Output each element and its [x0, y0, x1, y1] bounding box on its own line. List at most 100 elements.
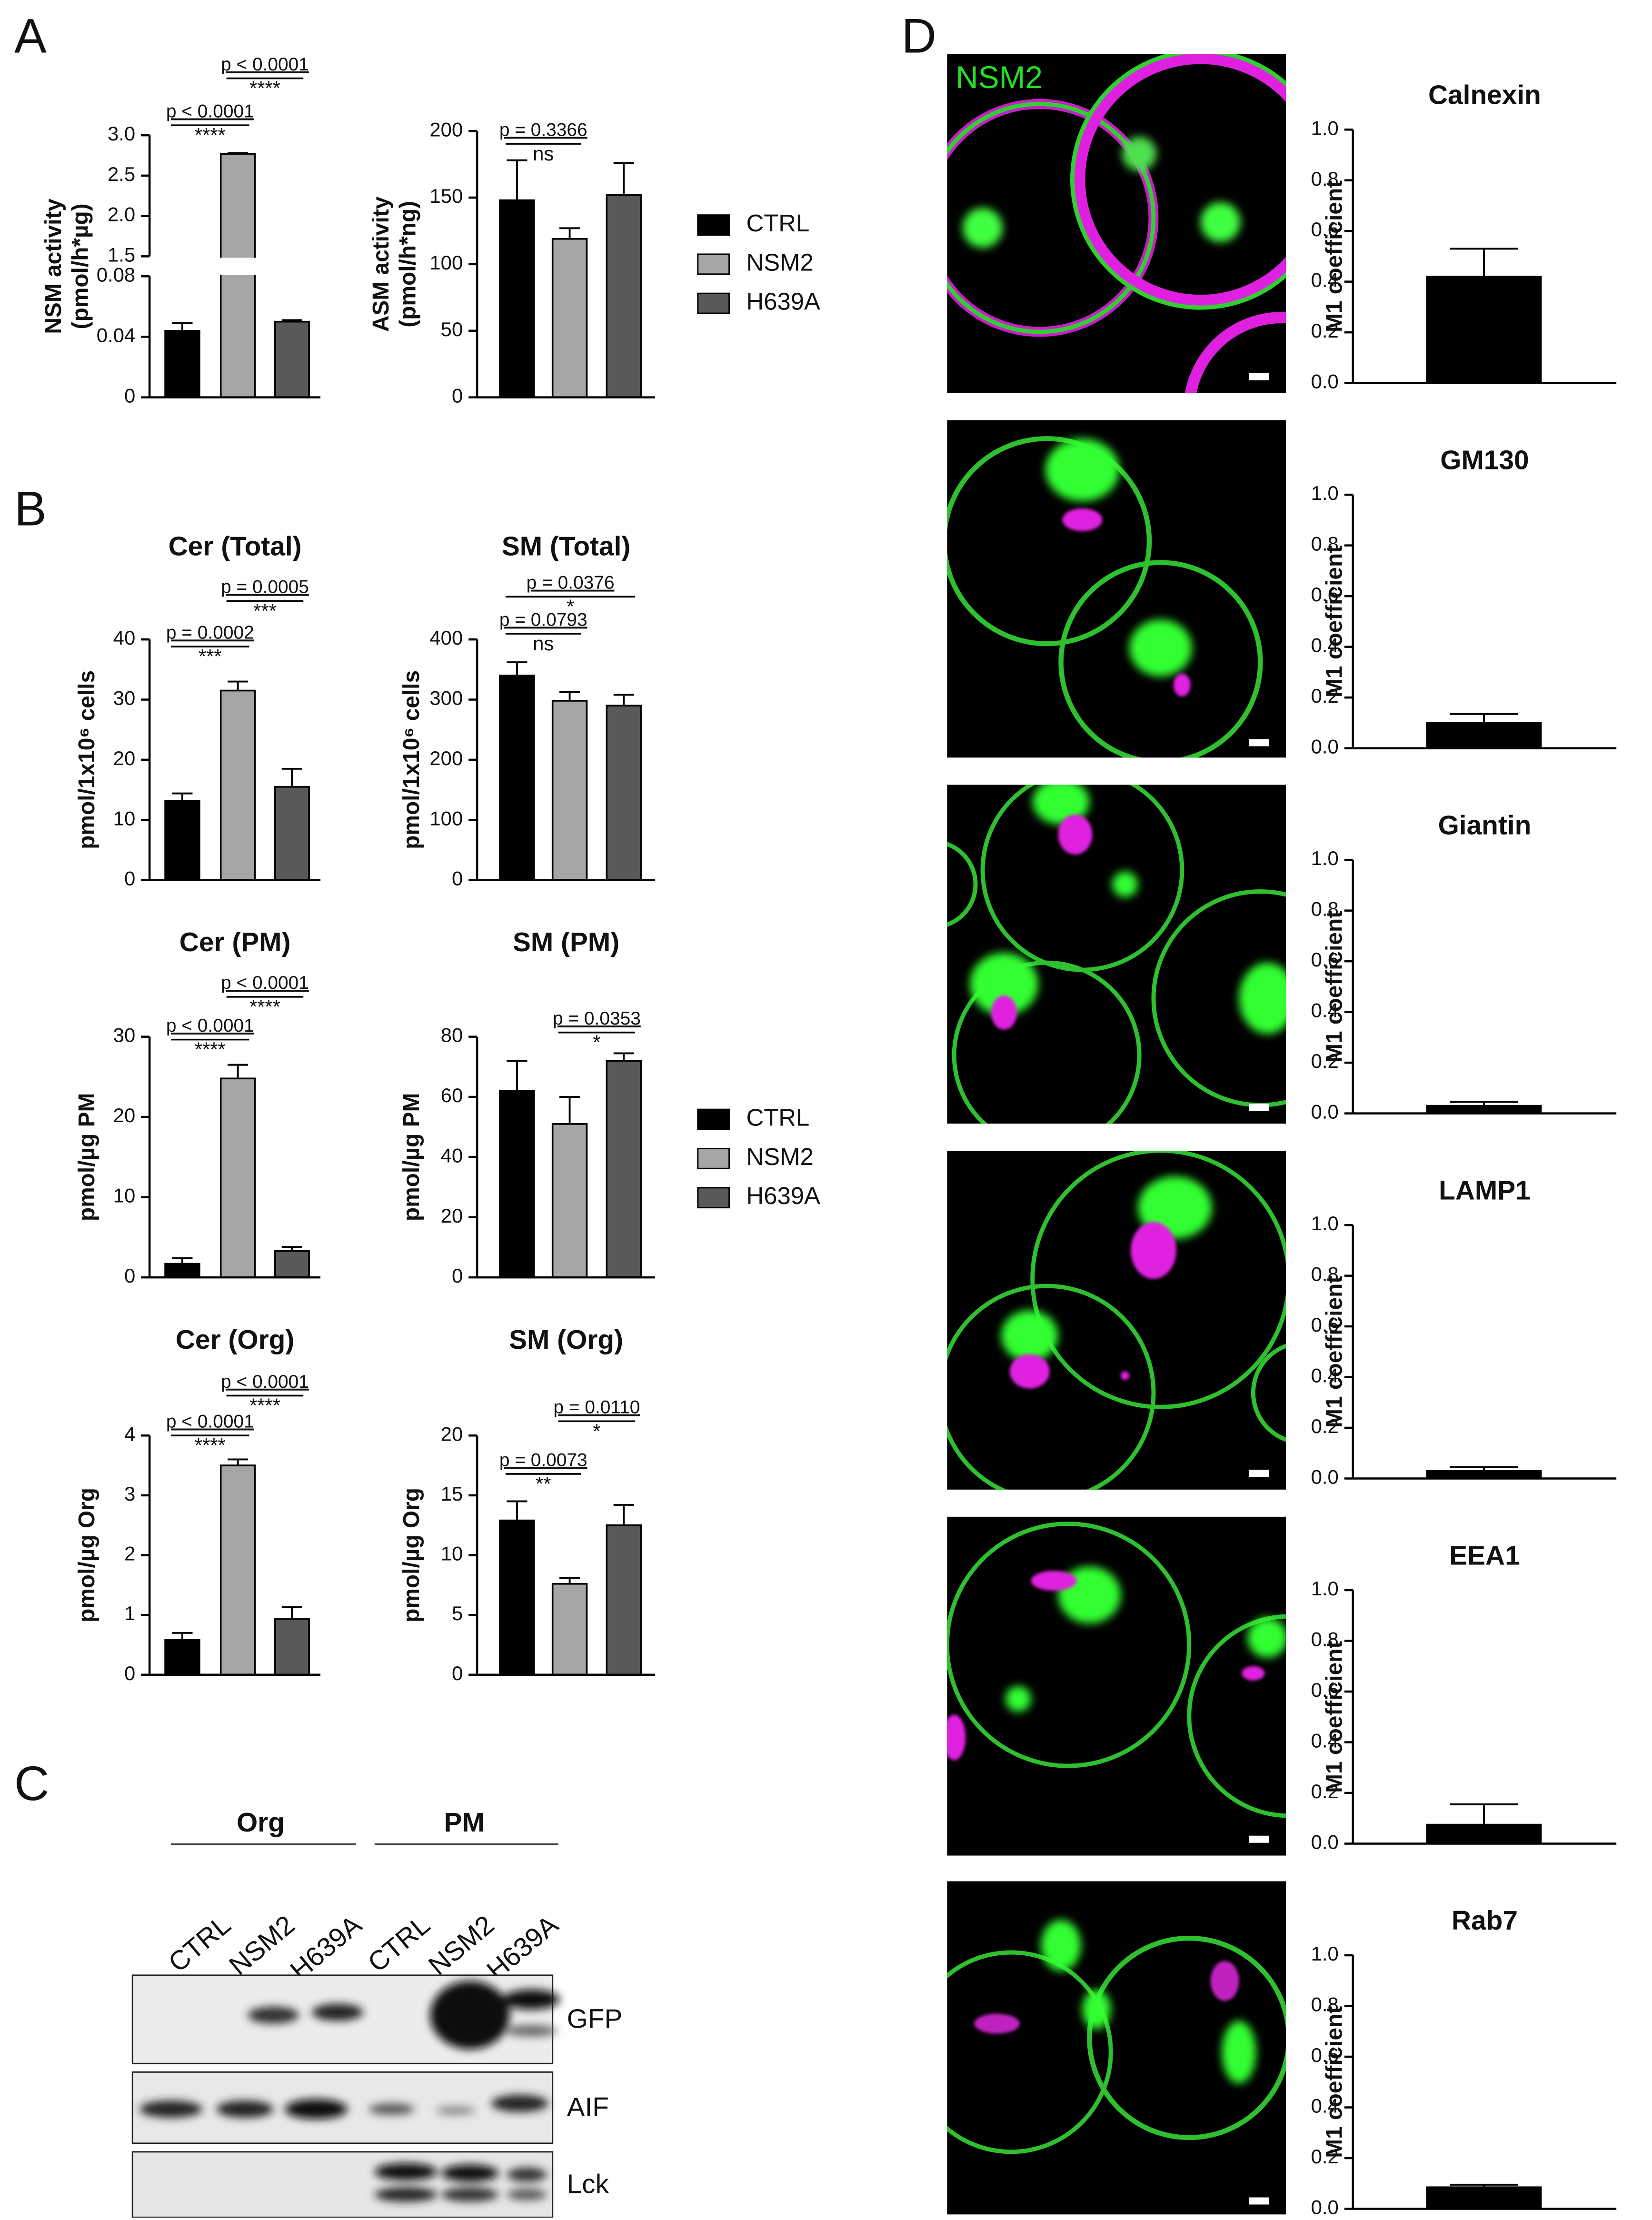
- error-bar: [228, 680, 249, 691]
- error-bar: [613, 694, 634, 706]
- panel-label: D: [902, 9, 936, 63]
- y-tick-label: 10: [441, 1543, 463, 1565]
- y-tick-label: 0.6: [1311, 948, 1339, 971]
- y-tick-label: 0.4: [1311, 999, 1339, 1022]
- error-bar: [281, 1246, 302, 1251]
- y-tick-label: 0.4: [1311, 2095, 1339, 2117]
- y-tick-label: 0.8: [1311, 1263, 1339, 1285]
- legend-label: H639A: [746, 1182, 820, 1209]
- y-tick-label: 0.2: [1311, 1050, 1339, 1072]
- y-tick-label: 50: [441, 318, 463, 340]
- error-bar: [228, 152, 249, 154]
- chart-title: Giantin: [1438, 810, 1532, 840]
- bar: [499, 1519, 535, 1676]
- legend-swatch: [697, 1108, 730, 1130]
- micrograph: [947, 420, 1286, 758]
- y-tick-label: 0.6: [1311, 583, 1339, 606]
- y-tick-label: 15: [441, 1483, 463, 1505]
- y-tick-label: 200: [429, 747, 463, 769]
- panel-label: B: [14, 482, 47, 536]
- bar: [164, 1263, 200, 1278]
- y-tick-label: 0.08: [97, 263, 135, 286]
- p-value: p = 0.0005: [221, 577, 309, 597]
- bar: [499, 1090, 535, 1278]
- legend-label: CTRL: [746, 1104, 809, 1131]
- significance-stars: ns: [533, 632, 554, 655]
- y-tick-label: 0: [124, 1264, 135, 1287]
- error-bar: [172, 792, 193, 801]
- blot-bands: [139, 1981, 560, 2202]
- y-tick-label: 300: [429, 687, 463, 709]
- error-bar: [1450, 2183, 1518, 2188]
- y-tick-label: 0.4: [1311, 634, 1339, 657]
- y-tick-label: 0.0: [1311, 1101, 1339, 1123]
- micrograph: [947, 785, 1286, 1124]
- y-tick-label: 60: [441, 1084, 463, 1106]
- bar: [274, 1618, 310, 1676]
- error-bar: [507, 661, 527, 676]
- y-tick-label: 0.0: [1311, 370, 1339, 393]
- bar: [1426, 1105, 1542, 1115]
- error-bar: [613, 1052, 634, 1061]
- chart-title: Cer (PM): [179, 927, 291, 957]
- p-value: p = 0.0073: [499, 1450, 587, 1470]
- y-tick-label: 0.8: [1311, 1993, 1339, 2016]
- error-bar: [559, 227, 580, 239]
- bar-chart: SM (Total) pmol/1x10⁶ cells 0 100 200 300 400 p…: [399, 532, 656, 890]
- y-tick-label: 5: [452, 1602, 463, 1624]
- y-tick-label: 0: [124, 1662, 135, 1684]
- bar-chart: Cer (Total) pmol/1x10⁶ cells 0 10 20 30 40 p = …: [74, 532, 321, 890]
- bar: [1426, 276, 1542, 384]
- micrograph: [947, 1150, 1286, 1490]
- bar: [164, 1639, 200, 1676]
- y-tick-label: 1.0: [1311, 1212, 1339, 1234]
- error-bar: [228, 1458, 249, 1466]
- y-tick-label: 20: [441, 1423, 463, 1445]
- y-tick-label: 0.2: [1311, 1415, 1339, 1437]
- blot-row-label: AIF: [567, 2092, 609, 2122]
- significance-stars: ****: [249, 996, 280, 1018]
- significance-stars: ****: [195, 124, 226, 146]
- blot-group: Org: [237, 1808, 285, 1838]
- bar: [219, 1077, 256, 1278]
- y-tick-label: 0.4: [1311, 269, 1339, 291]
- y-axis-label: pmol/1x10⁶ cells: [399, 670, 424, 849]
- y-tick-label: 1.5: [108, 243, 135, 266]
- y-tick-label: 0.2: [1311, 2145, 1339, 2168]
- y-tick-label: 0.0: [1311, 1831, 1339, 1853]
- legend-swatch: [697, 214, 730, 236]
- y-tick-label: 80: [441, 1024, 463, 1046]
- legend-label: CTRL: [746, 209, 809, 237]
- error-bar: [559, 1577, 580, 1584]
- legend: CTRL NSM2 H639A: [697, 209, 820, 315]
- error-bar: [507, 1500, 527, 1521]
- micrograph: [947, 1516, 1286, 1856]
- error-bar: [1450, 713, 1518, 723]
- error-bar: [281, 319, 302, 322]
- micrograph: NSM2: [947, 54, 1286, 393]
- legend-label: H639A: [746, 288, 820, 315]
- error-bar: [507, 1060, 527, 1091]
- y-tick-label: 0: [452, 1264, 463, 1287]
- error-bar: [172, 1257, 193, 1264]
- error-bar: [281, 767, 302, 787]
- y-tick-label: 0.8: [1311, 898, 1339, 920]
- y-tick-label: 200: [429, 118, 463, 140]
- y-tick-label: 10: [113, 807, 136, 829]
- significance-stars: ns: [533, 142, 554, 165]
- y-tick-label: 0.8: [1311, 533, 1339, 555]
- significance-stars: ***: [253, 599, 277, 622]
- error-bar: [507, 159, 527, 200]
- y-tick-label: 20: [113, 747, 136, 769]
- p-value: p = 0.0376: [527, 573, 615, 593]
- y-tick-label: 400: [429, 627, 463, 649]
- legend-label: NSM2: [746, 249, 813, 276]
- bar-chart: Rab7 M1 coefficient 0.0 0.2 0.4 0.6 0.8 1.0: [1311, 1906, 1617, 2219]
- y-tick-label: 20: [441, 1205, 463, 1227]
- error-bar: [228, 1064, 249, 1079]
- y-axis-label: M1 coefficient: [1322, 1276, 1347, 1428]
- error-bar: [613, 162, 634, 195]
- significance-stars: ****: [249, 1394, 280, 1416]
- legend-label: NSM2: [746, 1143, 813, 1170]
